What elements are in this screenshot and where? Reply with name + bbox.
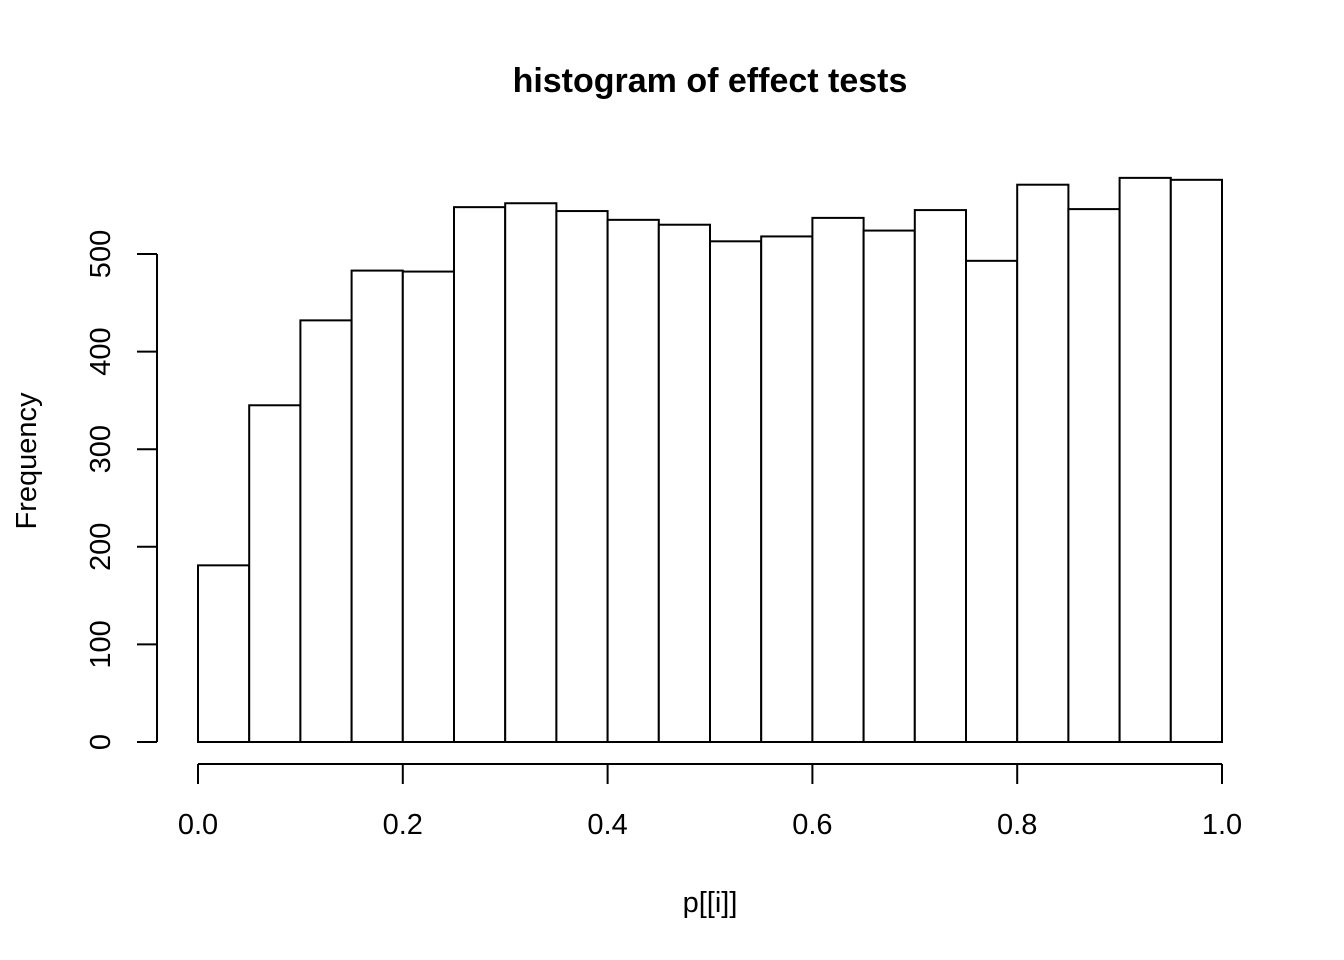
y-axis: 0 100 200 300 400 500 bbox=[85, 230, 158, 750]
histogram-bar bbox=[862, 229, 916, 744]
x-tick-label: 0.4 bbox=[587, 809, 627, 841]
histogram-bar bbox=[709, 240, 763, 743]
histogram-bar bbox=[1118, 176, 1172, 743]
x-tick-label: 0.6 bbox=[792, 809, 832, 841]
histogram-bar bbox=[1067, 208, 1121, 743]
histogram-bar bbox=[197, 564, 251, 743]
y-axis-label: Frequency bbox=[11, 392, 43, 530]
histogram-bar bbox=[913, 209, 967, 743]
x-tick-label: 0.0 bbox=[178, 809, 218, 841]
histogram-bar bbox=[350, 269, 404, 743]
y-tick-label: 0 bbox=[85, 734, 117, 750]
histogram-bar bbox=[1016, 183, 1070, 744]
histogram-bar bbox=[606, 218, 660, 743]
histogram-bar bbox=[760, 235, 814, 743]
y-tick-label: 500 bbox=[85, 230, 117, 278]
y-tick-label: 100 bbox=[85, 620, 117, 668]
y-tick-label: 200 bbox=[85, 523, 117, 571]
histogram-bar bbox=[248, 404, 302, 743]
histogram-bar bbox=[1169, 178, 1224, 744]
y-tick-label: 400 bbox=[85, 327, 117, 375]
y-tick-label: 300 bbox=[85, 425, 117, 473]
x-tick-label: 1.0 bbox=[1202, 809, 1242, 841]
x-tick-label: 0.2 bbox=[383, 809, 423, 841]
bars-group bbox=[197, 176, 1224, 744]
x-axis: 0.0 0.2 0.4 0.6 0.8 1.0 bbox=[178, 763, 1242, 841]
histogram-bar bbox=[401, 270, 455, 743]
histogram-bar bbox=[811, 216, 865, 743]
histogram-bar bbox=[965, 259, 1019, 743]
histogram-bar bbox=[453, 206, 507, 744]
chart-title: histogram of effect tests bbox=[513, 62, 908, 100]
histogram-bar bbox=[299, 319, 353, 743]
x-axis-label: p[[i]] bbox=[683, 887, 738, 919]
histogram-bar bbox=[657, 223, 711, 744]
histogram-bar bbox=[504, 202, 558, 744]
histogram-bar bbox=[555, 210, 609, 743]
x-tick-label: 0.8 bbox=[997, 809, 1037, 841]
